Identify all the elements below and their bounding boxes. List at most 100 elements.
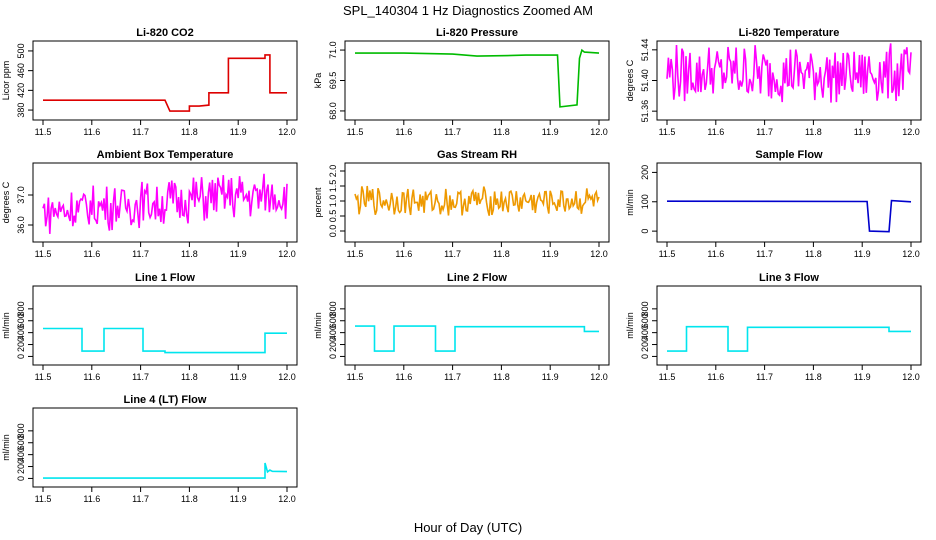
y-tick-label: 71.0 — [328, 41, 338, 59]
y-tick-label: 69.5 — [328, 72, 338, 90]
y-tick-label: 800 — [328, 301, 338, 316]
x-tick-label: 11.8 — [181, 249, 198, 259]
x-tick-label: 11.9 — [854, 372, 871, 382]
panel-3: Li-820 Temperature 11.5 11.6 11.7 11.8 11.9 12… — [625, 27, 922, 137]
x-tick-label: 11.9 — [542, 249, 559, 259]
y-tick-label: 1.5 — [328, 180, 338, 193]
x-tick-label: 11.8 — [493, 127, 510, 137]
series-line-0 — [42, 173, 288, 234]
y-tick-label: 600 — [16, 435, 26, 450]
x-tick-label: 12.0 — [902, 127, 920, 137]
x-tick-label: 11.5 — [347, 249, 364, 259]
y-tick-label: 200 — [328, 337, 338, 352]
x-tick-label: 11.5 — [35, 372, 52, 382]
series-line-0 — [354, 185, 600, 216]
y-axis-label: kPa — [313, 73, 323, 89]
y-tick-label: 0 — [640, 229, 650, 234]
x-tick-label: 11.9 — [230, 372, 247, 382]
y-tick-label: 400 — [640, 325, 650, 340]
series-line-0 — [43, 327, 287, 354]
plot-frame — [32, 162, 298, 243]
x-tick-label: 12.0 — [590, 249, 608, 259]
y-tick-label: 600 — [328, 313, 338, 328]
series-line-0 — [666, 199, 912, 233]
y-tick-label: 200 — [16, 337, 26, 352]
y-axis-label: degrees C — [1, 181, 11, 223]
x-tick-label: 12.0 — [278, 494, 296, 504]
x-tick-label: 11.9 — [854, 249, 871, 259]
x-tick-label: 11.7 — [132, 372, 149, 382]
y-tick-label: 51.40 — [640, 69, 650, 92]
plot-frame — [344, 285, 610, 366]
x-tick-label: 11.8 — [493, 249, 510, 259]
y-tick-label: 0 — [16, 354, 26, 359]
series-line-0 — [666, 43, 912, 103]
y-axis-label: ml/min — [625, 312, 635, 339]
panel-title: Line 3 Flow — [759, 272, 819, 284]
x-tick-label: 11.9 — [854, 127, 871, 137]
x-tick-label: 11.8 — [805, 249, 822, 259]
x-tick-label: 11.6 — [83, 127, 100, 137]
y-tick-label: 400 — [328, 325, 338, 340]
x-tick-label: 11.6 — [395, 249, 412, 259]
x-tick-label: 11.6 — [83, 372, 100, 382]
y-tick-label: 600 — [640, 313, 650, 328]
panel-9: Line 3 Flow 11.5 11.6 11.7 11.8 11.9 12.0 0 2004… — [625, 272, 922, 382]
x-tick-label: 12.0 — [590, 372, 608, 382]
figure-xlabel: Hour of Day (UTC) — [414, 520, 522, 535]
y-tick-label: 68.0 — [328, 102, 338, 120]
panel-2: Li-820 Pressure 11.5 11.6 11.7 11.8 11.9 12.0 6… — [313, 27, 610, 137]
panel-title: Gas Stream RH — [437, 149, 517, 161]
panel-title: Line 2 Flow — [447, 272, 507, 284]
panel-7: Line 1 Flow 11.5 11.6 11.7 11.8 11.9 12.0 0 2004… — [1, 272, 298, 382]
figure-title: SPL_140304 1 Hz Diagnostics Zoomed AM — [343, 3, 593, 18]
y-tick-label: 0 — [16, 476, 26, 481]
x-tick-label: 11.9 — [542, 127, 559, 137]
panel-5: Gas Stream RH 11.5 11.6 11.7 11.8 11.9 12.0 0.0… — [313, 149, 610, 259]
x-tick-label: 11.6 — [83, 494, 100, 504]
y-tick-label: 37.0 — [16, 186, 26, 204]
y-tick-label: 420 — [16, 83, 26, 98]
y-tick-label: 800 — [640, 301, 650, 316]
y-tick-label: 400 — [16, 325, 26, 340]
y-tick-label: 600 — [16, 313, 26, 328]
y-tick-label: 36.0 — [16, 216, 26, 234]
series-line-0 — [43, 462, 288, 479]
x-tick-label: 11.8 — [181, 127, 198, 137]
x-tick-label: 11.7 — [444, 249, 461, 259]
x-tick-label: 11.8 — [181, 372, 198, 382]
x-tick-label: 11.7 — [444, 372, 461, 382]
panel-title: Line 1 Flow — [135, 272, 195, 284]
x-tick-label: 11.9 — [230, 494, 247, 504]
x-tick-label: 11.8 — [805, 127, 822, 137]
y-axis-label: ml/min — [313, 312, 323, 339]
panel-title: Li-820 Temperature — [739, 27, 840, 39]
y-tick-label: 51.36 — [640, 100, 650, 123]
y-axis-label: ml/min — [1, 434, 11, 461]
x-tick-label: 11.6 — [395, 127, 412, 137]
plot-frame — [344, 162, 610, 243]
x-tick-label: 11.6 — [707, 249, 724, 259]
x-tick-label: 12.0 — [590, 127, 608, 137]
y-tick-label: 0.5 — [328, 210, 338, 223]
y-tick-label: 380 — [16, 103, 26, 118]
x-tick-label: 11.7 — [132, 494, 149, 504]
x-tick-label: 11.5 — [659, 249, 676, 259]
x-tick-label: 11.7 — [444, 127, 461, 137]
series-line-0 — [667, 325, 911, 352]
y-tick-label: 0.0 — [328, 225, 338, 238]
series-line-0 — [43, 54, 287, 112]
x-tick-label: 11.6 — [395, 372, 412, 382]
panel-4: Ambient Box Temperature 11.5 11.6 11.7 11.8 1… — [1, 149, 298, 259]
plot-frame — [32, 407, 298, 488]
x-tick-label: 12.0 — [902, 249, 920, 259]
panel-1: Li-820 CO2 11.5 11.6 11.7 11.8 11.9 12.0 380 420… — [1, 27, 298, 137]
x-tick-label: 11.7 — [132, 249, 149, 259]
panel-6: Sample Flow 11.5 11.6 11.7 11.8 11.9 12.0 0 100 2… — [625, 149, 922, 259]
panel-10: Line 4 (LT) Flow 11.5 11.6 11.7 11.8 11.9 12.0… — [1, 394, 298, 504]
x-tick-label: 11.8 — [805, 372, 822, 382]
x-tick-label: 11.8 — [493, 372, 510, 382]
y-axis-label: percent — [313, 187, 323, 218]
panel-title: Sample Flow — [755, 149, 823, 161]
